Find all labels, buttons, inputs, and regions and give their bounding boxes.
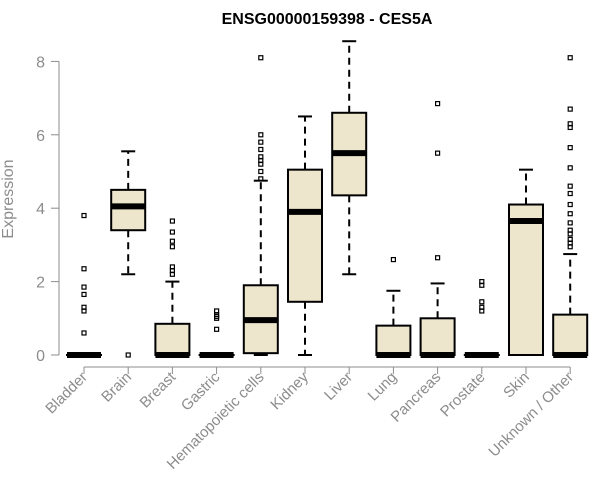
outlier-point [567, 231, 573, 237]
x-tick-label: Liver [321, 369, 356, 404]
outlier-point [169, 218, 175, 224]
outlier-point [567, 124, 573, 131]
box-hematopoietic-cells [242, 55, 279, 356]
y-tick-label: 0 [36, 348, 45, 365]
outlier-point [81, 330, 87, 336]
box-body [110, 188, 147, 232]
chart-title: ENSG00000159398 - CES5A [222, 11, 433, 28]
outlier-point [214, 315, 220, 321]
outlier-point [81, 284, 87, 290]
box-body [419, 317, 456, 356]
outlier-point [479, 282, 485, 288]
box-skin [508, 168, 544, 356]
outlier-point [435, 150, 441, 156]
x-tick-label: Skin [500, 369, 533, 402]
outlier-point [567, 165, 573, 171]
outlier-point [81, 291, 87, 298]
outlier-point [435, 101, 441, 107]
box-body [552, 313, 589, 357]
y-tick-label: 6 [36, 128, 45, 145]
outlier-point [169, 229, 175, 235]
outlier-point [567, 106, 573, 112]
x-tick-label: Bladder [42, 369, 91, 418]
outlier-point [81, 266, 87, 272]
outlier-point [81, 308, 87, 314]
outlier-point [567, 55, 573, 61]
outlier-point [567, 145, 573, 151]
outlier-point [258, 132, 264, 138]
outlier-point [258, 139, 264, 145]
outlier-point [479, 308, 485, 314]
outlier-point [169, 271, 175, 277]
box-pancreas [419, 101, 456, 358]
outlier-point [258, 146, 264, 153]
outlier-point [567, 201, 573, 208]
box-body [508, 203, 544, 356]
x-tick-label: Breast [137, 368, 180, 411]
box-prostate [463, 279, 500, 358]
outlier-point [258, 168, 264, 175]
outlier-point [567, 211, 573, 217]
box-liver [331, 40, 368, 276]
box-kidney [287, 115, 323, 356]
y-tick-label: 2 [36, 275, 45, 292]
y-axis-label: Expression [0, 159, 17, 238]
x-tick-label: Unknown / Other [485, 369, 577, 461]
box-body [375, 324, 412, 357]
outlier-point [169, 238, 175, 244]
outlier-point [258, 161, 264, 167]
box-bladder [66, 212, 102, 358]
outlier-point [125, 352, 131, 358]
x-tick-label: Prostate [437, 369, 489, 421]
outlier-point [435, 255, 441, 261]
box-unknown-other [552, 55, 589, 358]
outlier-point [390, 256, 396, 263]
outlier-point [214, 326, 220, 332]
outlier-point [567, 244, 573, 250]
box-body [287, 168, 323, 303]
box-gastric [198, 308, 235, 358]
box-lung [375, 256, 412, 358]
y-axis: 0 2 4 6 8 [36, 54, 60, 365]
outlier-point [567, 183, 573, 189]
outlier-point [567, 190, 573, 197]
outlier-point [258, 55, 264, 61]
y-tick-label: 8 [36, 54, 45, 71]
x-tick-label: Lung [365, 369, 401, 405]
box-brain [110, 150, 147, 358]
outlier-point [479, 299, 485, 305]
x-tick-label: Brain [98, 369, 135, 406]
outlier-point [258, 176, 264, 182]
boxes-layer [66, 40, 589, 358]
outlier-point [81, 212, 87, 219]
outlier-point [169, 244, 175, 250]
x-tick-label: Kidney [267, 368, 312, 413]
box-body [154, 322, 191, 356]
outlier-point [567, 220, 573, 226]
y-tick-label: 4 [36, 201, 45, 218]
box-breast [154, 218, 191, 358]
